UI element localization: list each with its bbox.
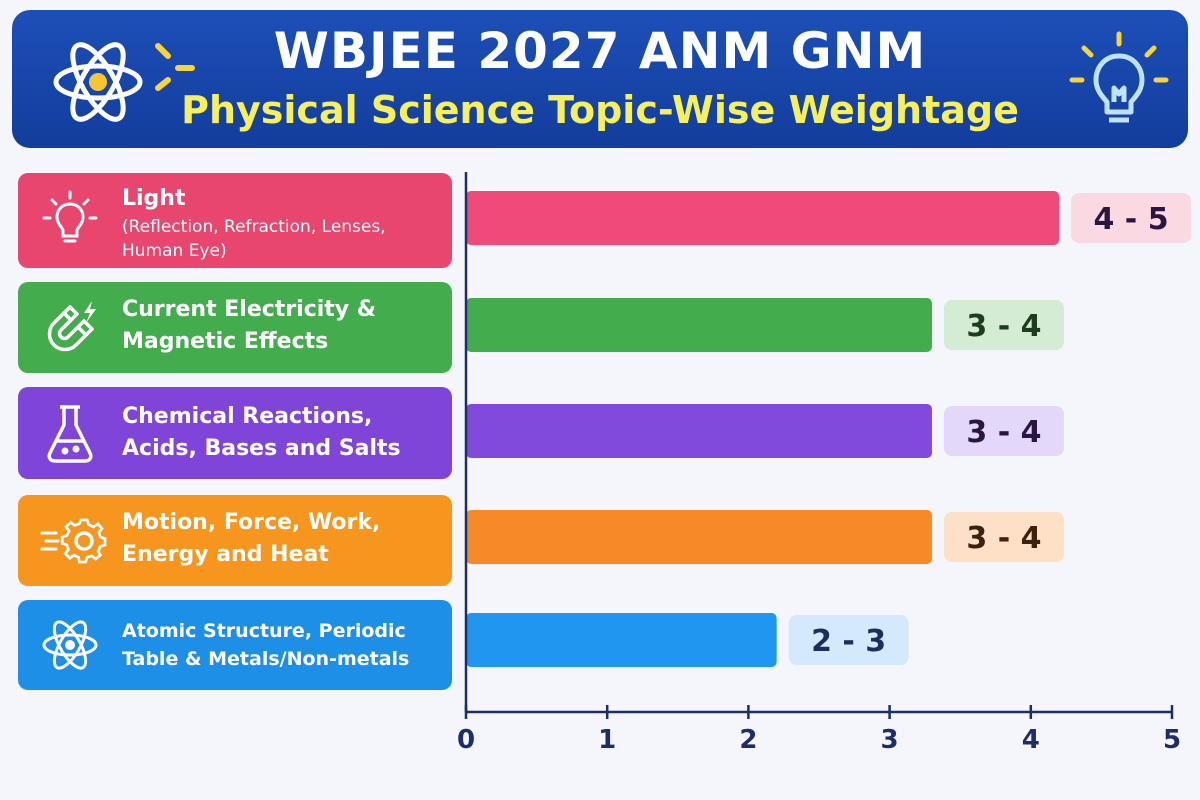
- category-title: Atomic Structure, Periodic Table & Metal…: [122, 620, 410, 670]
- x-tick-label-1: 1: [598, 725, 616, 755]
- category-subtitle: (Reflection, Refraction, Lenses, Human E…: [122, 217, 386, 261]
- x-tick-label-5: 5: [1163, 725, 1181, 755]
- category-title: Chemical Reactions, Acids, Bases and Sal…: [122, 404, 401, 461]
- category-card-light: Light (Reflection, Refraction, Lenses, H…: [18, 173, 452, 268]
- x-tick-label-3: 3: [881, 725, 899, 755]
- chart-subtitle: Physical Science Topic-Wise Weightage: [181, 88, 1019, 132]
- lightbulb-icon: [42, 190, 98, 243]
- atom-icon: [53, 42, 143, 122]
- flask-icon: [47, 405, 93, 463]
- chart-title: WBJEE 2027 ANM GNM: [273, 22, 927, 80]
- sparkle-icon: [155, 43, 195, 91]
- data-label-box-4: [788, 615, 909, 665]
- data-label-2: 3 - 4: [966, 415, 1041, 450]
- category-card-chemical-reactions: Chemical Reactions, Acids, Bases and Sal…: [18, 387, 452, 479]
- bar-0: [466, 191, 1060, 245]
- category-card-motion-force: Motion, Force, Work, Energy and Heat: [18, 495, 452, 586]
- x-tick-label-4: 4: [1022, 725, 1040, 755]
- data-label-3: 3 - 4: [966, 521, 1041, 556]
- category-card-atomic-structure: Atomic Structure, Periodic Table & Metal…: [18, 600, 452, 690]
- bar-4: [466, 613, 777, 667]
- data-label-box-2: [943, 406, 1064, 456]
- data-label-4: 2 - 3: [811, 624, 886, 659]
- gear-icon: [40, 518, 107, 564]
- data-label-0: 4 - 5: [1093, 202, 1168, 237]
- data-label-box-0: [1071, 193, 1192, 243]
- data-label-box-3: [943, 512, 1064, 562]
- category-title: Motion, Force, Work, Energy and Heat: [122, 510, 381, 567]
- atom-icon: [42, 620, 98, 670]
- x-tick-label-0: 0: [457, 725, 475, 755]
- data-label-1: 3 - 4: [966, 309, 1041, 344]
- bar-1: [466, 298, 932, 352]
- bar-3: [466, 510, 932, 564]
- magnet-icon: [47, 301, 96, 352]
- category-card-current-electricity: Current Electricity & Magnetic Effects: [18, 282, 452, 373]
- category-title: Light: [122, 186, 186, 211]
- data-label-box-1: [943, 300, 1064, 350]
- header-banner: WBJEE 2027 ANM GNM Physical Science Topi…: [12, 10, 1188, 148]
- x-tick-label-2: 2: [739, 725, 757, 755]
- lightbulb-icon: [1069, 31, 1169, 123]
- category-title: Current Electricity & Magnetic Effects: [122, 297, 376, 354]
- bar-2: [466, 404, 932, 458]
